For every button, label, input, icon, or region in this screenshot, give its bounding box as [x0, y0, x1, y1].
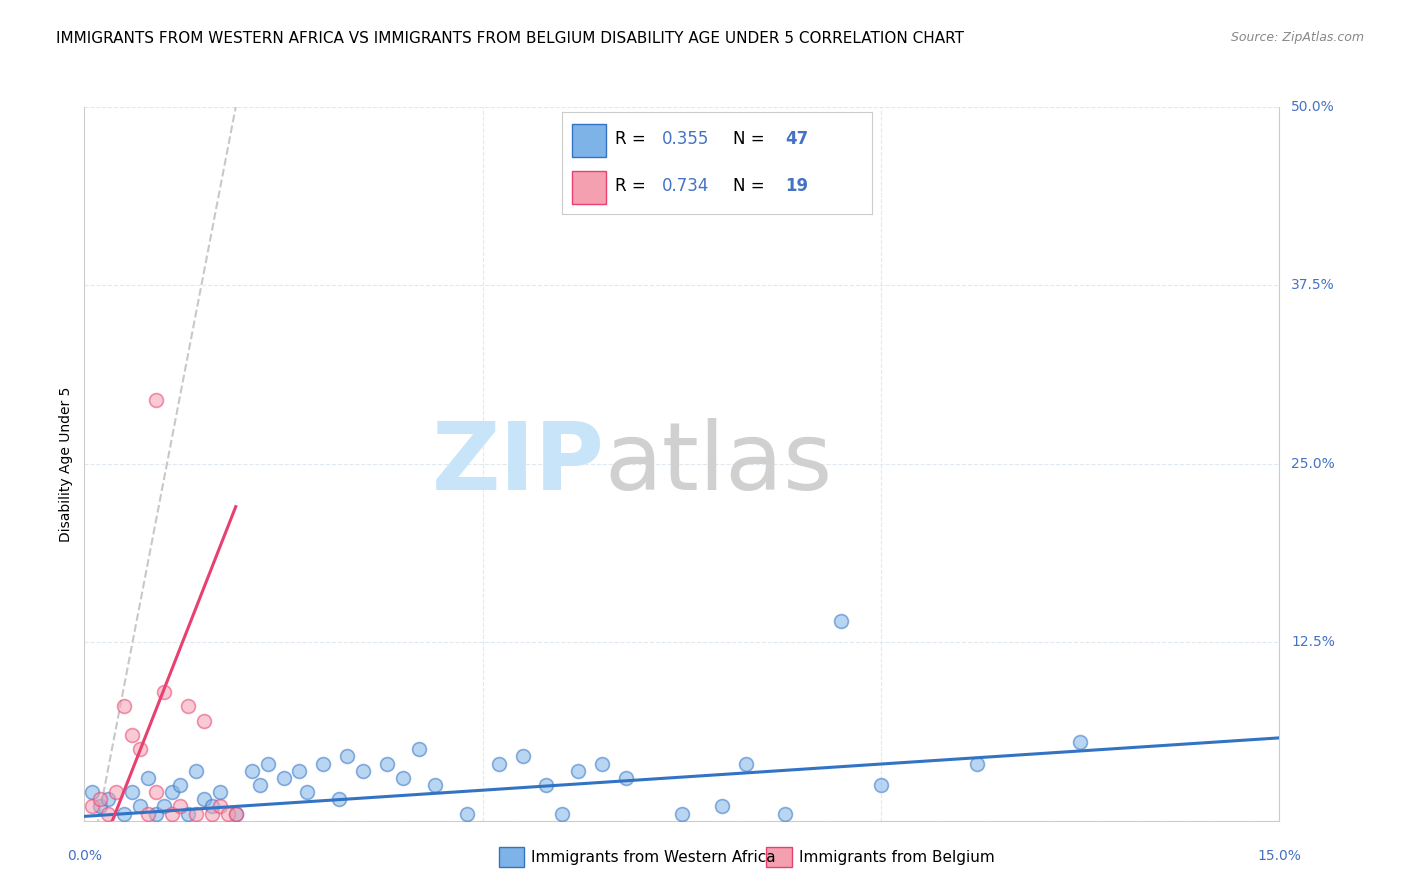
Text: Immigrants from Belgium: Immigrants from Belgium — [799, 850, 994, 864]
Point — [105, 785, 128, 799]
Point — [536, 778, 558, 792]
Text: 37.5%: 37.5% — [1291, 278, 1336, 293]
Point — [208, 799, 231, 814]
Point — [184, 764, 207, 778]
Text: 0.734: 0.734 — [661, 178, 709, 195]
Point — [97, 792, 120, 806]
FancyBboxPatch shape — [572, 124, 606, 157]
Text: 12.5%: 12.5% — [1291, 635, 1336, 649]
Text: atlas: atlas — [605, 417, 832, 510]
Text: ZIP: ZIP — [432, 417, 605, 510]
Point — [201, 806, 224, 821]
Point — [153, 685, 176, 699]
Point — [336, 749, 359, 764]
Point — [870, 778, 893, 792]
Point — [153, 799, 176, 814]
Point — [184, 806, 207, 821]
Point — [240, 764, 263, 778]
Point — [328, 792, 350, 806]
Text: IMMIGRANTS FROM WESTERN AFRICA VS IMMIGRANTS FROM BELGIUM DISABILITY AGE UNDER 5: IMMIGRANTS FROM WESTERN AFRICA VS IMMIGR… — [56, 31, 965, 46]
Point — [392, 771, 415, 785]
Text: N =: N = — [733, 178, 769, 195]
Point — [423, 778, 446, 792]
Point — [89, 799, 111, 814]
Point — [193, 714, 215, 728]
Text: 0.355: 0.355 — [661, 130, 709, 148]
Point — [225, 806, 247, 821]
Point — [208, 785, 231, 799]
Point — [177, 699, 200, 714]
Text: 0.0%: 0.0% — [67, 849, 101, 863]
Point — [288, 764, 311, 778]
Point — [136, 806, 159, 821]
Point — [225, 806, 247, 821]
Text: N =: N = — [733, 130, 769, 148]
Point — [249, 778, 271, 792]
Point — [312, 756, 335, 771]
Point — [136, 771, 159, 785]
Point — [671, 806, 693, 821]
Point — [408, 742, 430, 756]
Point — [82, 799, 104, 814]
Point — [169, 799, 191, 814]
Point — [217, 806, 239, 821]
Point — [551, 806, 574, 821]
Point — [112, 699, 135, 714]
Text: R =: R = — [614, 178, 651, 195]
Point — [1069, 735, 1091, 749]
Point — [273, 771, 295, 785]
Point — [112, 806, 135, 821]
Point — [129, 799, 152, 814]
Point — [710, 799, 733, 814]
Point — [169, 778, 191, 792]
Text: 47: 47 — [785, 130, 808, 148]
Y-axis label: Disability Age Under 5: Disability Age Under 5 — [59, 386, 73, 541]
Point — [145, 392, 167, 407]
Point — [352, 764, 374, 778]
Point — [201, 799, 224, 814]
Point — [82, 785, 104, 799]
Point — [193, 792, 215, 806]
Text: Immigrants from Western Africa: Immigrants from Western Africa — [531, 850, 776, 864]
Point — [591, 756, 613, 771]
Point — [734, 756, 756, 771]
Text: Source: ZipAtlas.com: Source: ZipAtlas.com — [1230, 31, 1364, 45]
Text: 50.0%: 50.0% — [1291, 100, 1336, 114]
Point — [97, 806, 120, 821]
Point — [456, 806, 478, 821]
Text: 25.0%: 25.0% — [1291, 457, 1336, 471]
Point — [830, 614, 852, 628]
Point — [375, 756, 398, 771]
Point — [145, 806, 167, 821]
Point — [256, 756, 278, 771]
Point — [121, 785, 143, 799]
Text: 19: 19 — [785, 178, 808, 195]
Point — [121, 728, 143, 742]
Point — [297, 785, 319, 799]
Point — [488, 756, 510, 771]
Text: R =: R = — [614, 130, 651, 148]
Point — [89, 792, 111, 806]
Point — [775, 806, 797, 821]
Point — [177, 806, 200, 821]
Point — [129, 742, 152, 756]
Point — [614, 771, 637, 785]
FancyBboxPatch shape — [572, 171, 606, 204]
Point — [512, 749, 534, 764]
Point — [145, 785, 167, 799]
Text: 15.0%: 15.0% — [1257, 849, 1302, 863]
Point — [567, 764, 589, 778]
Point — [966, 756, 988, 771]
Point — [160, 785, 183, 799]
Point — [160, 806, 183, 821]
